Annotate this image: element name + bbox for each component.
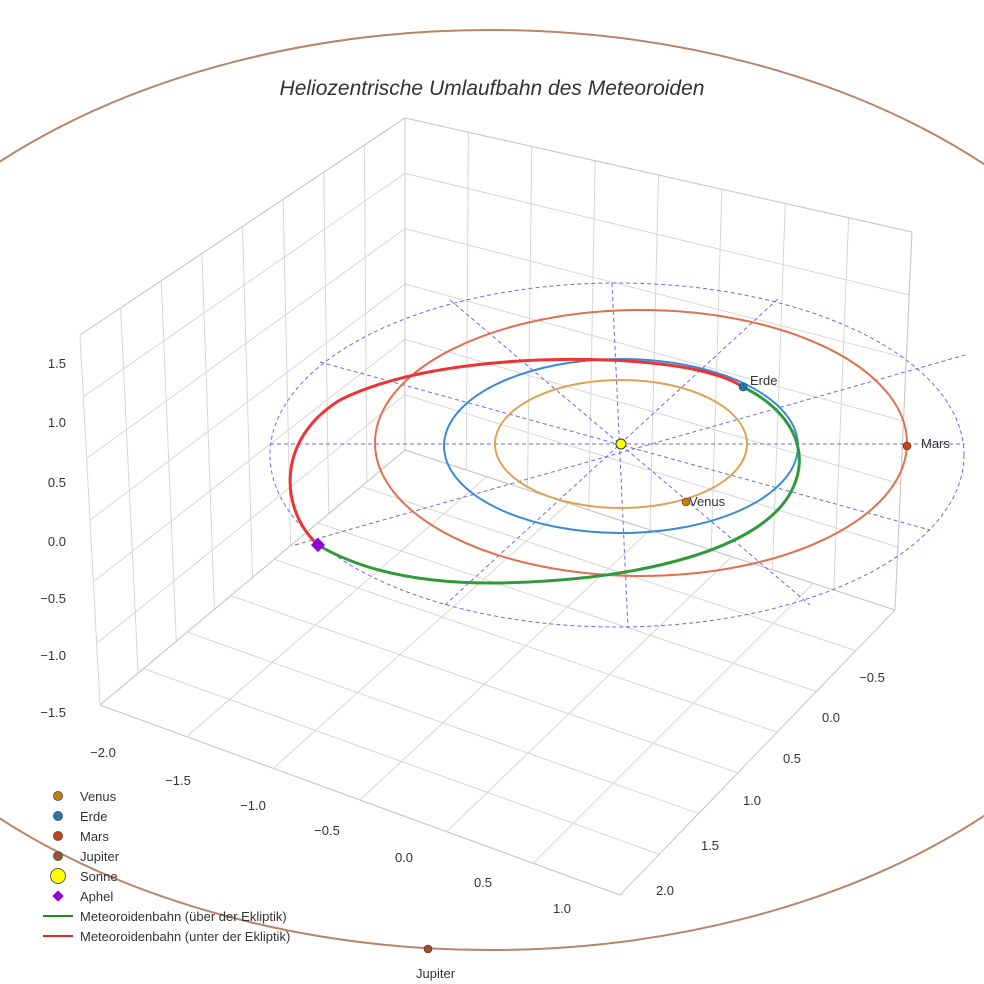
line-icon bbox=[36, 935, 80, 937]
circle-icon bbox=[36, 868, 80, 884]
z-axis-tick-label: 0.0 bbox=[48, 534, 66, 549]
jupiter-marker bbox=[423, 944, 433, 954]
legend-item: Venus bbox=[36, 786, 290, 806]
y-axis-tick-label: −0.5 bbox=[859, 670, 885, 685]
diamond-icon bbox=[36, 890, 80, 902]
circle-icon bbox=[36, 851, 80, 861]
y-axis-tick-label: 0.5 bbox=[783, 751, 801, 766]
meteoroid-orbit-below bbox=[288, 357, 744, 547]
circle-icon bbox=[36, 811, 80, 821]
z-axis-tick-label: −1.5 bbox=[40, 705, 66, 720]
legend-item: Aphel bbox=[36, 886, 290, 906]
legend-item: Jupiter bbox=[36, 846, 290, 866]
legend-label: Meteoroidenbahn (unter der Ekliptik) bbox=[80, 928, 291, 944]
jupiter-label: Jupiter bbox=[416, 966, 456, 981]
sun-marker bbox=[615, 438, 627, 450]
z-axis-tick-label: −0.5 bbox=[40, 591, 66, 606]
legend-item: Meteoroidenbahn (über der Ekliptik) bbox=[36, 906, 290, 926]
legend-label: Mars bbox=[80, 828, 109, 844]
y-axis-tick-label: 2.0 bbox=[656, 883, 674, 898]
legend: Venus Erde Mars Jupiter Sonne Aphel Meteoroide… bbox=[36, 786, 290, 946]
x-axis-tick-label: −0.5 bbox=[314, 823, 340, 838]
legend-item: Sonne bbox=[36, 866, 290, 886]
z-axis-tick-label: 1.0 bbox=[48, 415, 66, 430]
chart-title: Heliozentrische Umlaufbahn des Meteoroid… bbox=[280, 77, 705, 100]
circle-icon bbox=[36, 831, 80, 841]
x-axis-tick-label: −1.5 bbox=[165, 773, 191, 788]
legend-label: Sonne bbox=[80, 868, 118, 884]
venus-orbit bbox=[494, 379, 748, 509]
legend-label: Jupiter bbox=[80, 848, 120, 864]
meteoroid-orbit-above bbox=[317, 385, 801, 585]
axis-ticks: 1.5 1.0 0.5 0.0 −0.5 −1.0 −1.5 −2.0 −1.5 −1.0 −0.5… bbox=[40, 356, 885, 916]
x-axis-tick-label: 0.5 bbox=[474, 875, 492, 890]
mars-marker bbox=[902, 441, 912, 451]
earth-label: Erde bbox=[750, 373, 777, 388]
legend-label: Venus bbox=[80, 788, 117, 804]
jupiter-orbit bbox=[0, 29, 984, 951]
y-axis-tick-label: 0.0 bbox=[822, 710, 840, 725]
earth-marker bbox=[738, 382, 748, 392]
venus-label: Venus bbox=[689, 494, 726, 509]
line-icon bbox=[36, 915, 80, 917]
circle-icon bbox=[36, 791, 80, 801]
legend-item: Mars bbox=[36, 826, 290, 846]
x-axis-tick-label: 0.0 bbox=[395, 850, 413, 865]
aphel-marker bbox=[310, 537, 326, 553]
z-axis-tick-label: 0.5 bbox=[48, 475, 66, 490]
axes-grid bbox=[79, 117, 913, 896]
legend-label: Aphel bbox=[80, 888, 114, 904]
legend-label: Meteoroidenbahn (über der Ekliptik) bbox=[80, 908, 287, 924]
y-axis-tick-label: 1.5 bbox=[701, 838, 719, 853]
z-axis-tick-label: 1.5 bbox=[48, 356, 66, 371]
z-axis-tick-label: −1.0 bbox=[40, 648, 66, 663]
legend-label: Erde bbox=[80, 808, 108, 824]
legend-item: Erde bbox=[36, 806, 290, 826]
x-axis-tick-label: −1.0 bbox=[240, 798, 266, 813]
venus-marker bbox=[681, 497, 691, 507]
x-axis-tick-label: −2.0 bbox=[90, 745, 116, 760]
mars-orbit bbox=[374, 309, 908, 577]
y-axis-tick-label: 1.0 bbox=[743, 793, 761, 808]
x-axis-tick-label: 1.0 bbox=[553, 901, 571, 916]
mars-label: Mars bbox=[921, 436, 950, 451]
legend-item: Meteoroidenbahn (unter der Ekliptik) bbox=[36, 926, 290, 946]
